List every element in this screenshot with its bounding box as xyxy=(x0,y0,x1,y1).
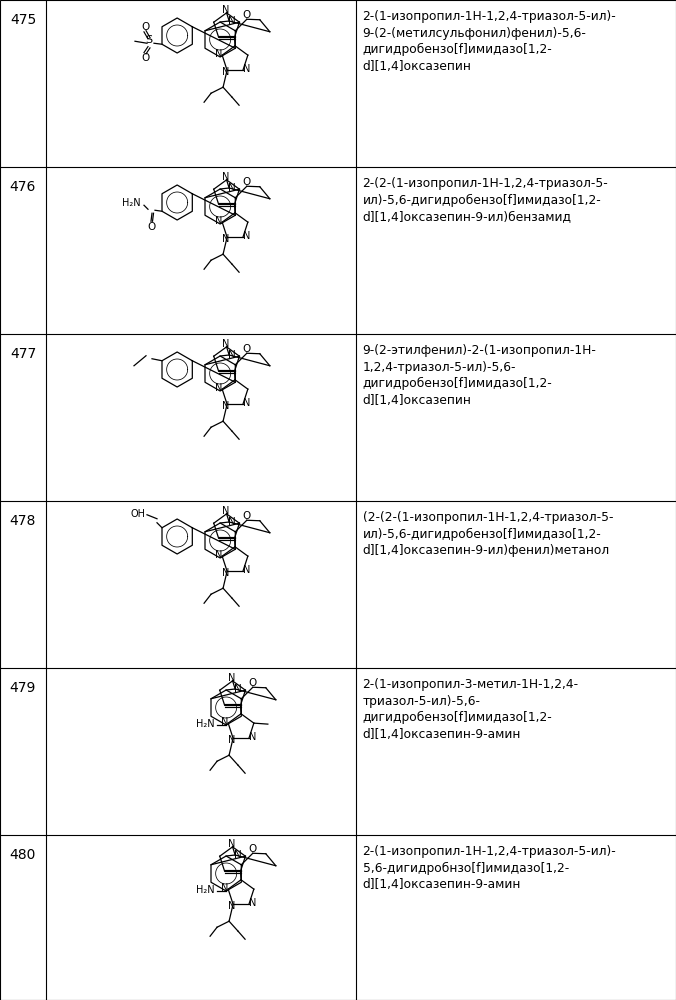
Text: N: N xyxy=(235,850,242,860)
Text: 2-(1-изопропил-1Н-1,2,4-триазол-5-ил)-
9-(2-(метилсульфонил)фенил)-5,6-
дигидроб: 2-(1-изопропил-1Н-1,2,4-триазол-5-ил)- 9… xyxy=(362,10,617,73)
Text: O: O xyxy=(243,511,251,521)
Text: N: N xyxy=(228,673,235,683)
Text: N: N xyxy=(249,898,256,908)
Text: N: N xyxy=(222,67,230,77)
Text: N: N xyxy=(221,883,228,893)
Text: N: N xyxy=(228,735,236,745)
Text: N: N xyxy=(222,339,229,349)
Text: O: O xyxy=(243,10,251,20)
Text: N: N xyxy=(228,839,235,849)
Text: 477: 477 xyxy=(10,347,36,361)
Text: 2-(2-(1-изопропил-1Н-1,2,4-триазол-5-
ил)-5,6-дигидробензо[f]имидазо[1,2-
d][1,4: 2-(2-(1-изопропил-1Н-1,2,4-триазол-5- ил… xyxy=(362,177,608,223)
Text: 476: 476 xyxy=(9,180,37,194)
Text: O: O xyxy=(141,53,149,63)
Text: N: N xyxy=(221,717,228,727)
Text: N: N xyxy=(243,231,250,241)
Text: N: N xyxy=(228,901,236,911)
Text: 480: 480 xyxy=(9,848,37,862)
Text: H₂N: H₂N xyxy=(196,719,214,729)
Text: 475: 475 xyxy=(10,13,36,27)
Text: H₂N: H₂N xyxy=(196,885,214,895)
Text: N: N xyxy=(222,172,229,182)
Text: 9-(2-этилфенил)-2-(1-изопропил-1Н-
1,2,4-триазол-5-ил)-5,6-
дигидробензо[f]имида: 9-(2-этилфенил)-2-(1-изопропил-1Н- 1,2,4… xyxy=(362,344,596,407)
Text: S: S xyxy=(145,35,153,45)
Text: (2-(2-(1-изопропил-1Н-1,2,4-триазол-5-
ил)-5,6-дигидробензо[f]имидазо[1,2-
d][1,: (2-(2-(1-изопропил-1Н-1,2,4-триазол-5- и… xyxy=(362,511,613,557)
Text: 479: 479 xyxy=(9,681,37,695)
Text: O: O xyxy=(147,222,155,232)
Text: 478: 478 xyxy=(9,514,37,528)
Text: N: N xyxy=(215,383,222,393)
Text: O: O xyxy=(243,177,251,187)
Text: N: N xyxy=(215,216,222,226)
Text: 2-(1-изопропил-3-метил-1Н-1,2,4-
триазол-5-ил)-5,6-
дигидробензо[f]имидазо[1,2-
: 2-(1-изопропил-3-метил-1Н-1,2,4- триазол… xyxy=(362,678,579,741)
Text: N: N xyxy=(228,350,236,360)
Text: N: N xyxy=(222,234,230,244)
Text: N: N xyxy=(228,517,236,527)
Text: OH: OH xyxy=(130,509,145,519)
Text: O: O xyxy=(243,344,251,354)
Text: N: N xyxy=(215,49,222,59)
Text: N: N xyxy=(222,401,230,411)
Text: N: N xyxy=(235,684,242,694)
Text: O: O xyxy=(249,844,257,854)
Text: N: N xyxy=(249,732,256,742)
Text: N: N xyxy=(228,183,236,193)
Text: N: N xyxy=(243,565,250,575)
Text: N: N xyxy=(222,5,229,15)
Text: O: O xyxy=(249,678,257,688)
Text: N: N xyxy=(215,550,222,560)
Text: N: N xyxy=(243,398,250,408)
Text: N: N xyxy=(222,568,230,578)
Text: O: O xyxy=(141,22,149,32)
Text: N: N xyxy=(222,506,229,516)
Text: N: N xyxy=(243,64,250,74)
Text: H₂N: H₂N xyxy=(122,198,141,208)
Text: 2-(1-изопропил-1Н-1,2,4-триазол-5-ил)-
5,6-дигидробнзо[f]имидазо[1,2-
d][1,4]окс: 2-(1-изопропил-1Н-1,2,4-триазол-5-ил)- 5… xyxy=(362,845,617,891)
Text: N: N xyxy=(228,16,236,26)
